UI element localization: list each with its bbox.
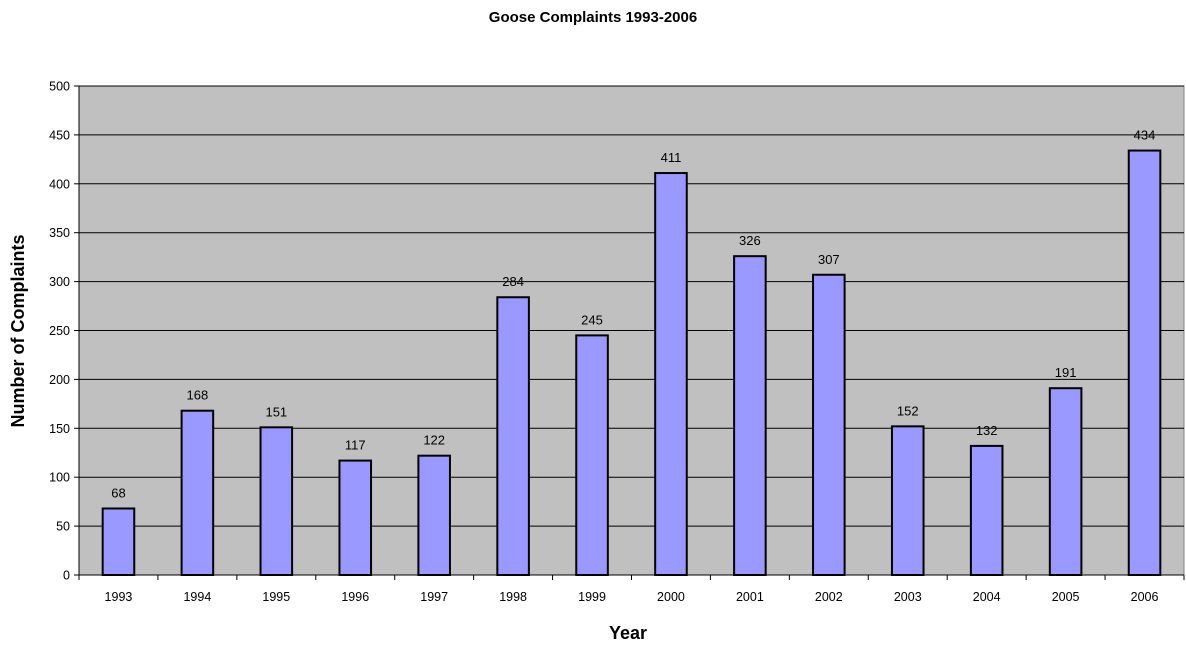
y-tick-label: 50 [56,520,70,534]
bar-2000 [654,172,688,577]
data-label-1993: 68 [111,485,125,500]
data-label-1995: 151 [265,404,287,419]
bar-1996 [338,459,373,577]
bar-1993 [101,507,136,576]
bar-1998 [496,296,530,576]
data-label-2005: 191 [1055,365,1077,380]
data-label-2002: 307 [818,252,840,267]
y-tick-label: 350 [49,226,70,240]
x-tick-label-2002: 2002 [815,590,843,604]
bar-2006 [1127,149,1162,576]
data-label-1996: 117 [345,438,366,453]
data-label-2006: 434 [1134,128,1156,143]
y-tick-label: 150 [49,422,70,436]
bar-2005 [1048,387,1083,576]
x-tick-label-1999: 1999 [578,590,606,604]
x-tick-label-2005: 2005 [1052,590,1080,604]
x-axis-title: Year [609,623,647,643]
data-label-2004: 132 [976,423,998,438]
x-axis: 1993 1994 1995 1996 1997 1998 1999 2000 2001 2002… [78,574,1185,604]
x-tick-label-2004: 2004 [973,590,1001,604]
x-tick-label-1998: 1998 [499,590,527,604]
y-tick-label: 0 [63,569,70,583]
y-tick-label: 450 [49,128,70,142]
data-label-1994: 168 [187,388,209,403]
y-axis-title: Number of Complaints [8,234,28,427]
bar-1999 [575,334,609,577]
x-tick-label-1996: 1996 [341,590,369,604]
x-tick-label-2006: 2006 [1131,590,1159,604]
bar-2001 [733,255,767,576]
x-tick-label-1993: 1993 [105,590,133,604]
x-tick-label-2003: 2003 [894,590,922,604]
data-label-2003: 152 [897,403,919,418]
x-tick-label-2001: 2001 [736,590,764,604]
data-labels: 68 168 151 117 122 284 245 411 326 307 152 132 191 43… [111,128,1155,501]
y-tick-label: 250 [49,324,70,338]
chart-title: Goose Complaints 1993-2006 [489,9,697,26]
y-tick-label: 100 [49,471,70,485]
data-label-1999: 245 [581,312,603,327]
data-label-1997: 122 [423,433,445,448]
x-tick-label-1994: 1994 [183,590,211,604]
bar-1995 [259,426,294,576]
bar-2004 [969,444,1004,576]
bar-1997 [417,454,451,576]
data-label-2000: 411 [661,150,682,165]
y-tick-label: 300 [49,275,70,289]
bar-1994 [180,409,215,577]
y-tick-label: 200 [49,373,70,387]
y-axis: 0 50 100 150 200 250 300 350 400 450 500 [49,80,80,583]
bar-2002 [812,273,846,576]
bar-2003 [890,425,925,576]
x-tick-label-1997: 1997 [420,590,448,604]
y-tick-label: 500 [49,80,70,94]
data-label-1998: 284 [502,274,524,289]
x-tick-label-1995: 1995 [262,590,290,604]
data-label-2001: 326 [739,233,761,248]
y-tick-label: 400 [49,177,70,191]
x-tick-label-2000: 2000 [657,590,685,604]
